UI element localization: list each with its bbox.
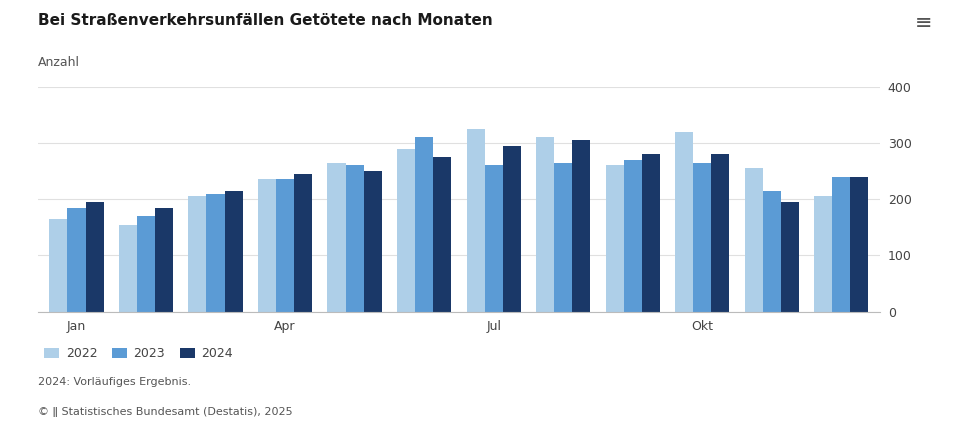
Bar bbox=[675, 132, 693, 312]
Bar bbox=[137, 216, 155, 312]
Bar bbox=[363, 171, 381, 312]
Bar bbox=[258, 179, 276, 312]
Text: Anzahl: Anzahl bbox=[38, 56, 80, 69]
Bar bbox=[68, 207, 85, 312]
Bar bbox=[554, 163, 573, 312]
Bar bbox=[345, 165, 363, 312]
Bar bbox=[693, 163, 711, 312]
Bar bbox=[294, 174, 313, 312]
Text: 2024: Vorläufiges Ergebnis.: 2024: Vorläufiges Ergebnis. bbox=[38, 377, 191, 387]
Bar bbox=[433, 157, 451, 312]
Bar bbox=[781, 202, 799, 312]
Bar bbox=[85, 202, 103, 312]
Bar bbox=[206, 194, 225, 312]
Bar bbox=[328, 163, 345, 312]
Bar bbox=[188, 197, 206, 312]
Bar bbox=[711, 154, 729, 312]
Bar bbox=[397, 149, 415, 312]
Text: ≡: ≡ bbox=[915, 13, 932, 33]
Bar bbox=[467, 129, 485, 312]
Legend: 2022, 2023, 2024: 2022, 2023, 2024 bbox=[45, 347, 233, 360]
Bar bbox=[833, 177, 850, 312]
Bar bbox=[641, 154, 660, 312]
Bar bbox=[276, 179, 294, 312]
Bar bbox=[573, 140, 590, 312]
Bar bbox=[763, 191, 781, 312]
Text: © ǁ Statistisches Bundesamt (Destatis), 2025: © ǁ Statistisches Bundesamt (Destatis), … bbox=[38, 407, 293, 417]
Bar bbox=[503, 145, 521, 312]
Bar bbox=[623, 160, 641, 312]
Bar bbox=[50, 219, 68, 312]
Bar bbox=[605, 165, 623, 312]
Bar bbox=[745, 168, 763, 312]
Bar bbox=[536, 137, 554, 312]
Bar bbox=[225, 191, 243, 312]
Bar bbox=[815, 197, 833, 312]
Bar bbox=[485, 165, 503, 312]
Text: Bei Straßenverkehrsunfällen Getötete nach Monaten: Bei Straßenverkehrsunfällen Getötete nac… bbox=[38, 13, 493, 28]
Bar bbox=[415, 137, 433, 312]
Bar bbox=[850, 177, 868, 312]
Bar bbox=[155, 207, 173, 312]
Bar bbox=[119, 224, 137, 312]
